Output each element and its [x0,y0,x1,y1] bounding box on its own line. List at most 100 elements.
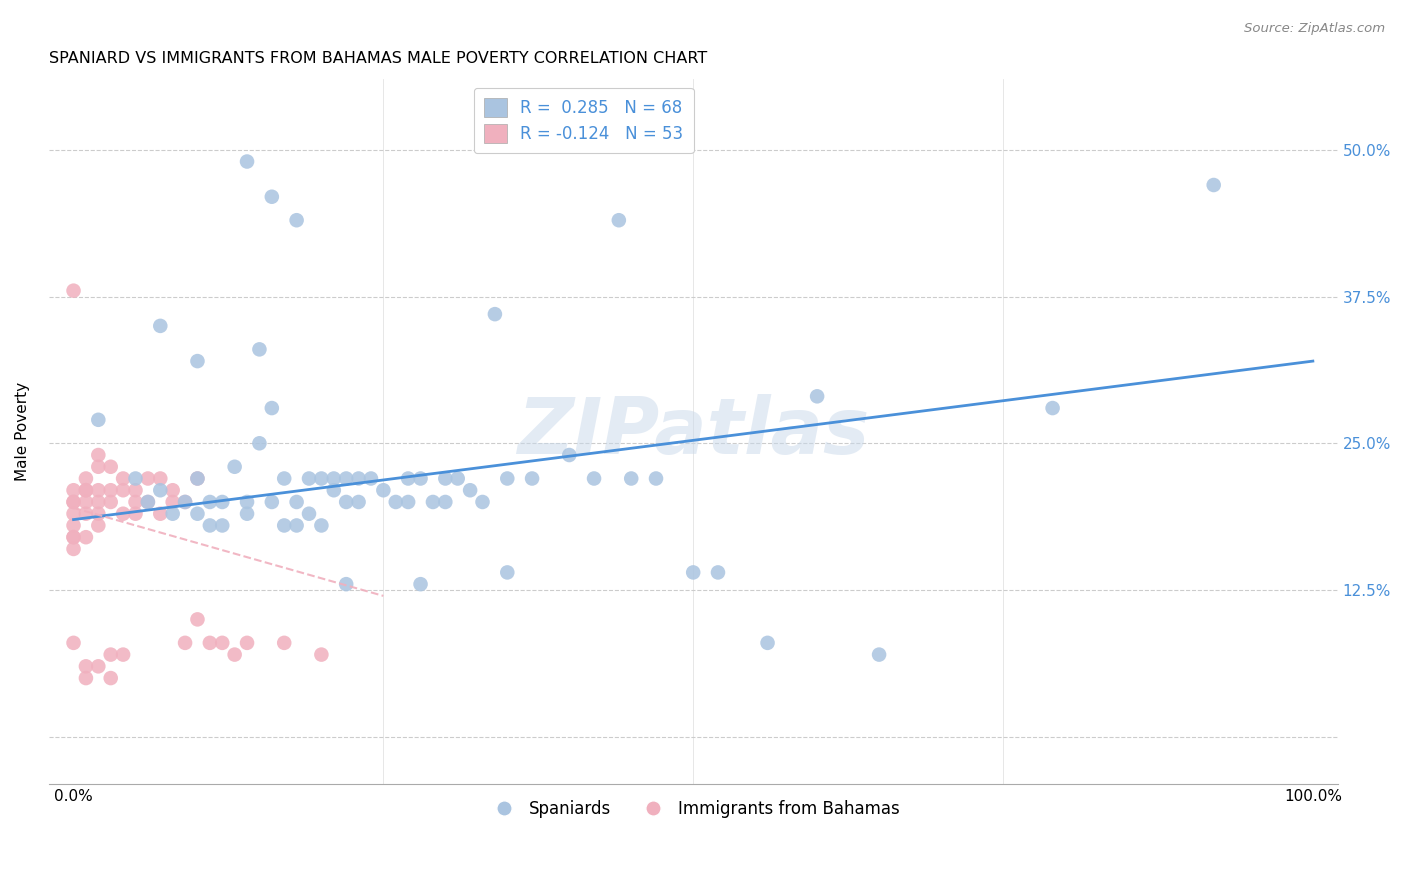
Point [124,495,146,509]
Point [62,636,84,650]
Point [87,459,110,474]
Point [607,213,630,227]
Point [75,507,97,521]
Point [298,507,321,521]
Point [87,518,110,533]
Point [149,483,172,498]
Point [87,659,110,673]
Point [360,471,382,485]
Point [422,495,444,509]
Point [136,495,159,509]
Point [224,648,246,662]
Point [396,471,419,485]
Point [484,307,506,321]
Point [162,507,184,521]
Point [75,659,97,673]
Point [396,495,419,509]
Point [260,401,283,415]
Point [75,671,97,685]
Point [62,483,84,498]
Point [558,448,581,462]
Point [149,318,172,333]
Point [249,343,271,357]
Point [75,495,97,509]
Point [198,636,221,650]
Point [224,459,246,474]
Point [273,636,295,650]
Point [285,495,308,509]
Point [384,495,406,509]
Point [162,483,184,498]
Point [335,577,357,591]
Point [409,471,432,485]
Point [186,507,208,521]
Point [583,471,606,485]
Point [87,448,110,462]
Point [62,530,84,544]
Legend: Spaniards, Immigrants from Bahamas: Spaniards, Immigrants from Bahamas [481,793,905,825]
Point [75,530,97,544]
Point [447,471,470,485]
Point [806,389,828,403]
Text: ZIPatlas: ZIPatlas [517,393,869,469]
Point [347,495,370,509]
Point [149,507,172,521]
Point [434,471,457,485]
Point [496,471,519,485]
Point [124,507,146,521]
Point [322,483,344,498]
Point [62,518,84,533]
Point [149,471,172,485]
Point [260,190,283,204]
Point [100,495,122,509]
Point [335,495,357,509]
Point [273,518,295,533]
Point [311,648,333,662]
Point [322,471,344,485]
Y-axis label: Male Poverty: Male Poverty [15,382,30,481]
Point [458,483,481,498]
Point [62,541,84,556]
Point [112,507,135,521]
Point [124,471,146,485]
Point [75,483,97,498]
Point [87,507,110,521]
Point [434,495,457,509]
Point [1042,401,1064,415]
Point [285,213,308,227]
Point [112,648,135,662]
Point [1202,178,1225,192]
Point [285,518,308,533]
Point [62,530,84,544]
Point [174,495,197,509]
Point [620,471,643,485]
Point [868,648,890,662]
Point [260,495,283,509]
Point [520,471,543,485]
Point [112,483,135,498]
Text: SPANIARD VS IMMIGRANTS FROM BAHAMAS MALE POVERTY CORRELATION CHART: SPANIARD VS IMMIGRANTS FROM BAHAMAS MALE… [49,51,707,66]
Point [682,566,704,580]
Point [335,471,357,485]
Point [174,636,197,650]
Point [645,471,668,485]
Point [87,495,110,509]
Point [75,483,97,498]
Point [311,518,333,533]
Point [756,636,779,650]
Point [62,495,84,509]
Point [249,436,271,450]
Point [211,518,233,533]
Point [100,648,122,662]
Point [311,471,333,485]
Point [186,354,208,368]
Point [62,495,84,509]
Point [62,284,84,298]
Point [136,471,159,485]
Point [87,413,110,427]
Point [211,636,233,650]
Point [707,566,730,580]
Point [496,566,519,580]
Point [112,471,135,485]
Point [236,154,259,169]
